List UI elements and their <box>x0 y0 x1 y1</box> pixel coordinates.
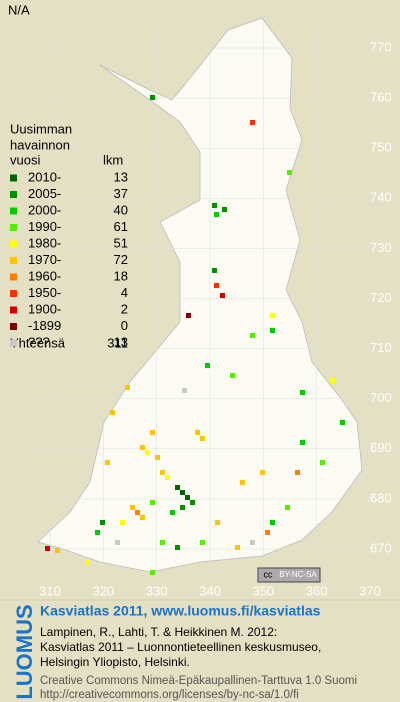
legend-label: 1900- <box>28 301 61 316</box>
citation-line: Kasviatlas 2011 – Luonnontieteellinen ke… <box>40 640 321 654</box>
legend-label: 1990- <box>28 219 61 234</box>
badge-icon: cc <box>264 569 274 579</box>
y-axis-label: 690 <box>370 440 392 455</box>
x-axis-label: 340 <box>199 583 221 598</box>
x-axis-label: 360 <box>306 583 328 598</box>
y-axis-label: 670 <box>370 540 392 555</box>
legend-swatch <box>10 174 17 182</box>
legend-swatch <box>10 323 17 330</box>
legend-total-label: Yhteensä <box>10 335 66 350</box>
legend-count: 13 <box>114 334 128 349</box>
legend-swatch <box>10 257 17 264</box>
legend-count-header: lkm <box>103 152 123 167</box>
legend-count: 61 <box>114 219 128 234</box>
legend-label: 2005- <box>28 186 61 201</box>
map-grid <box>30 20 380 580</box>
legend-label: 2010- <box>28 169 61 184</box>
legend-count: 2 <box>121 301 128 316</box>
y-axis-label: 680 <box>370 490 392 505</box>
license-badge: cc BY-NC-SA <box>257 567 321 583</box>
legend-count: 51 <box>114 235 128 250</box>
legend-count: 13 <box>114 169 128 184</box>
legend-title: havainnon <box>10 137 70 152</box>
legend-swatch <box>10 191 17 198</box>
x-axis-label: 350 <box>252 583 274 598</box>
y-axis-label: 720 <box>370 290 392 305</box>
legend-count: 37 <box>114 186 128 201</box>
legend-swatch <box>10 306 17 314</box>
citation-line: Lampinen, R., Lahti, T. & Heikkinen M. 2… <box>40 625 277 639</box>
legend-title: vuosi <box>10 152 40 167</box>
y-axis-label: 710 <box>370 340 392 355</box>
finland-outline <box>37 17 363 573</box>
legend: Uusimman havainnon vuosi lkm Yhteensä 31… <box>10 121 128 350</box>
legend-label: 1960- <box>28 268 61 283</box>
legend-count: 0 <box>121 318 128 333</box>
brand: LUOMUS <box>12 604 37 699</box>
y-axis-label: 750 <box>370 140 392 155</box>
license-line: Creative Commons Nimeä-Epäkaupallinen-Ta… <box>40 675 357 687</box>
legend-label: 2000- <box>28 202 61 217</box>
badge-text: BY-NC-SA <box>279 570 317 579</box>
legend-swatch <box>10 224 17 231</box>
legend-count: 40 <box>114 202 128 217</box>
legend-swatch <box>10 273 17 281</box>
legend-count: 72 <box>114 252 128 267</box>
observation-squares <box>45 95 345 575</box>
legend-swatch <box>10 290 17 297</box>
y-axis-label: 760 <box>370 90 392 105</box>
legend-total-count: 311 <box>107 335 128 350</box>
legend-label: 1950- <box>28 285 61 300</box>
legend-count: 18 <box>114 268 128 283</box>
x-axis-label: 370 <box>359 583 381 598</box>
footer-title: Kasviatlas 2011, www.luomus.fi/kasviatla… <box>40 603 321 619</box>
legend-label: 1970- <box>28 252 61 267</box>
y-axis-label: 730 <box>370 240 392 255</box>
y-axis-label: 700 <box>370 390 392 405</box>
legend-label: -1899 <box>28 318 61 333</box>
license-line: http://creativecommons.org/licenses/by-n… <box>40 689 299 701</box>
legend-swatch <box>10 339 17 347</box>
legend-title: Uusimman <box>10 121 72 136</box>
header: N/A <box>8 2 30 17</box>
legend-label: 1980- <box>28 235 61 250</box>
legend-label: ??? <box>28 334 50 349</box>
legend-swatch <box>10 240 17 248</box>
x-axis-label: 320 <box>92 583 114 598</box>
y-axis-label: 740 <box>370 190 392 205</box>
x-axis-label: 310 <box>39 583 61 598</box>
footer-text: Lampinen, R., Lahti, T. & Heikkinen M. 2… <box>40 625 357 701</box>
x-axis-label: 330 <box>146 583 168 598</box>
citation-line: Helsingin Yliopisto, Helsinki. <box>40 655 190 669</box>
y-axis-label: 770 <box>370 39 392 54</box>
legend-count: 4 <box>121 285 128 300</box>
legend-swatch <box>10 207 17 215</box>
